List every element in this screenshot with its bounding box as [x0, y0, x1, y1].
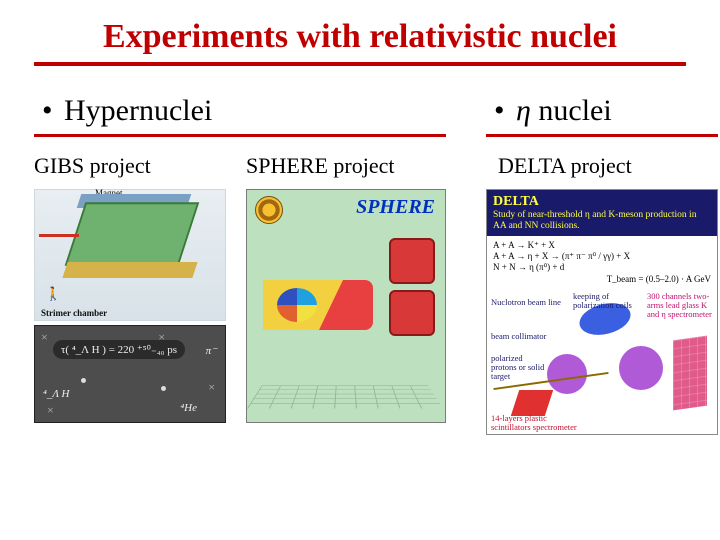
delta-ring-a	[547, 354, 587, 394]
lab-scint: 14-layers plastic scintillators spectrom…	[491, 414, 581, 432]
sphere-barrel	[263, 244, 383, 364]
delta-equations: A + A → K⁺ + X A + A → η + X → (π⁺ π⁻ π⁰…	[487, 236, 717, 289]
project-gibs: GIBS project Magnet 🚶 Strimer chamber × …	[34, 153, 226, 423]
sphere-box-title: SPHERE	[356, 196, 435, 219]
eq-row: A + A → η + X → (π⁺ π⁻ π⁰ / γγ) + X	[493, 251, 711, 262]
delta-ring-b	[619, 346, 663, 390]
projects-row-left: GIBS project Magnet 🚶 Strimer chamber × …	[34, 153, 446, 423]
bullet-label: Hypernuclei	[64, 94, 212, 127]
eta-suffix: nuclei	[531, 94, 612, 127]
sphere-endcap-a	[389, 238, 435, 284]
delta-scint-block	[511, 390, 553, 416]
bullet-hypernuclei: • Hypernuclei	[34, 94, 446, 134]
delta-leadglass-wall	[673, 336, 707, 411]
delta-header: DELTA Study of near-threshold η and K-me…	[487, 190, 717, 236]
bullet-eta: • η nuclei	[486, 94, 718, 134]
lab-target: polarized protons or solid target	[491, 354, 545, 381]
sphere-floor-grid	[247, 385, 443, 408]
lab-coils: keeping of polarization coils	[573, 292, 643, 310]
eta-symbol: η	[516, 94, 531, 127]
project-label-gibs: GIBS project	[34, 153, 226, 189]
content-row: • Hypernuclei GIBS project Magnet 🚶 Stri…	[0, 94, 720, 435]
isotope-2: ⁴He	[180, 402, 197, 414]
delta-panel: DELTA Study of near-threshold η and K-me…	[486, 189, 718, 435]
section-hypernuclei: • Hypernuclei GIBS project Magnet 🚶 Stri…	[34, 94, 446, 435]
gibs-label-chamber: Strimer chamber	[41, 308, 107, 318]
eq-row: T_beam = (0.5–2.0) · A GeV	[493, 274, 711, 285]
project-label-sphere: SPHERE project	[246, 153, 446, 189]
slide-title: Experiments with relativistic nuclei	[0, 0, 720, 62]
project-label-delta: DELTA project	[486, 153, 718, 189]
section-rule-right	[486, 134, 718, 137]
gibs-diagram: Magnet 🚶 Strimer chamber	[34, 189, 226, 321]
sphere-endcap-b	[389, 290, 435, 336]
delta-header-sub: Study of near-threshold η and K-meson pr…	[493, 210, 711, 232]
tau-formula: τ( ⁴_Λ H ) = 220 ⁺⁵⁰₋₄₀ ps	[53, 340, 185, 359]
sphere-crest-icon	[255, 196, 283, 224]
gibs-magnet	[65, 202, 200, 265]
project-sphere: SPHERE project SPHERE	[246, 153, 446, 423]
isotope-1: ⁴_Λ H	[43, 388, 69, 400]
lab-collimator: beam collimator	[491, 332, 546, 341]
eq-row: A + A → K⁺ + X	[493, 240, 711, 251]
eq-row: N + N → η (π⁰) + d	[493, 262, 711, 273]
gibs-base	[62, 262, 197, 278]
gibs-formula-photo: × × × × τ( ⁴_Λ H ) = 220 ⁺⁵⁰₋₄₀ ps π⁻ ⁴_…	[34, 325, 226, 423]
section-rule-left	[34, 134, 446, 137]
delta-header-title: DELTA	[493, 194, 539, 209]
bullet-dot: •	[494, 94, 509, 127]
title-rule	[34, 62, 686, 66]
lab-spectrometer: 300 channels two-arms lead glass K and η…	[647, 292, 713, 319]
bullet-dot: •	[42, 94, 57, 127]
gibs-beam	[39, 234, 79, 237]
lab-beamline: Nuclotron beam line	[491, 298, 561, 307]
pi-label: π⁻	[206, 344, 217, 357]
delta-scene: Nuclotron beam line beam collimator pola…	[487, 298, 717, 434]
person-icon: 🚶	[45, 286, 61, 302]
sphere-diagram: SPHERE	[246, 189, 446, 423]
section-eta-nuclei: • η nuclei DELTA project DELTA Study of …	[486, 94, 718, 435]
